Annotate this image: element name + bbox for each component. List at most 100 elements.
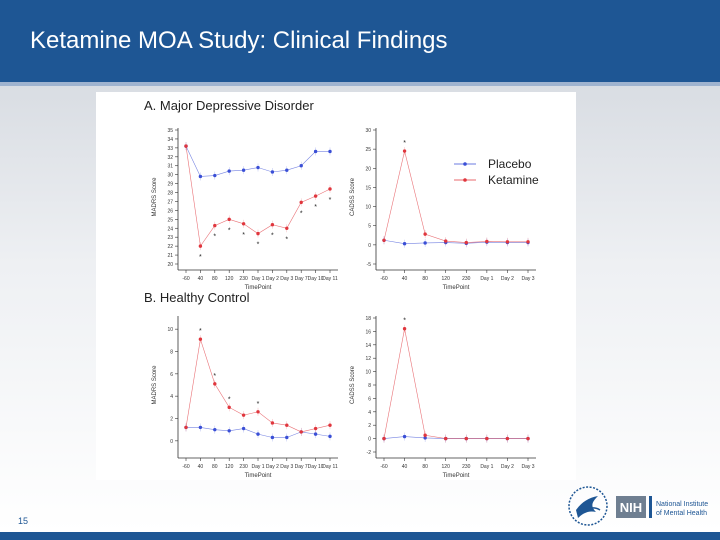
x-tick-label: 40 (402, 276, 408, 282)
data-point-placebo (313, 149, 318, 154)
y-tick-label: 16 (365, 329, 371, 335)
y-tick-label: 4 (170, 394, 173, 400)
data-point-ketamine (423, 232, 427, 236)
y-tick-label: 22 (167, 244, 173, 250)
y-tick-label: 0 (170, 439, 173, 445)
y-tick-label: 32 (167, 155, 173, 161)
y-tick-label: 21 (167, 253, 173, 259)
y-tick-label: 2 (170, 417, 173, 423)
data-point-placebo (299, 164, 303, 168)
data-point-ketamine (313, 194, 318, 198)
data-point-ketamine (299, 200, 303, 205)
x-tick-label: Day 3 (521, 276, 534, 282)
data-point-ketamine (328, 187, 332, 191)
series-line-placebo (383, 239, 528, 245)
significance-star: * (257, 401, 260, 408)
y-tick-label: 20 (365, 166, 371, 172)
data-point-ketamine (227, 405, 231, 410)
y-tick-label: 8 (368, 383, 371, 389)
data-point-ketamine (270, 222, 275, 227)
footer-bar (0, 532, 720, 540)
data-point-ketamine (285, 423, 289, 427)
data-point-placebo (328, 149, 332, 154)
x-tick-label: 120 (225, 464, 234, 470)
data-point-ketamine (213, 382, 217, 386)
y-tick-label: 5 (368, 224, 371, 230)
data-point-ketamine (505, 240, 510, 244)
x-axis-label: TimePoint (245, 285, 272, 291)
x-tick-label: 80 (212, 276, 218, 282)
data-point-placebo (285, 435, 289, 440)
x-axis-label: TimePoint (443, 473, 470, 479)
data-point-ketamine (270, 421, 275, 425)
x-axis-label: TimePoint (245, 473, 272, 479)
significance-star: * (403, 140, 406, 147)
legend-label: Placebo (488, 157, 532, 171)
series-line-ketamine (383, 328, 528, 439)
data-point-placebo (227, 429, 231, 433)
x-axis-label: TimePoint (443, 285, 470, 291)
x-tick-label: Day 2 (501, 464, 514, 470)
data-point-placebo (256, 432, 260, 436)
data-point-placebo (241, 426, 246, 431)
data-point-ketamine (241, 222, 246, 226)
y-tick-label: 0 (368, 437, 371, 443)
y-tick-label: 29 (167, 182, 173, 188)
y-tick-label: 4 (368, 410, 371, 416)
data-point-ketamine (526, 240, 530, 244)
x-tick-label: 80 (422, 464, 428, 470)
x-tick-label: 40 (198, 464, 204, 470)
y-tick-label: 27 (167, 199, 173, 205)
x-tick-label: Day 2 (266, 464, 279, 470)
data-point-ketamine (402, 149, 407, 153)
data-point-ketamine (382, 238, 386, 242)
significance-star: * (271, 233, 274, 240)
y-tick-label: 25 (365, 147, 371, 153)
y-tick-label: 14 (365, 343, 371, 349)
y-tick-label: 15 (365, 185, 371, 191)
y-tick-label: -2 (367, 450, 372, 456)
slide-title: Ketamine MOA Study: Clinical Findings (30, 27, 448, 54)
y-tick-label: 26 (167, 208, 173, 214)
data-point-placebo (423, 241, 427, 245)
significance-star: * (213, 373, 216, 380)
data-point-ketamine (526, 436, 530, 441)
nih-badge-text: NIH (620, 500, 642, 515)
data-point-placebo (402, 242, 407, 246)
data-point-placebo (227, 169, 231, 173)
significance-star: * (199, 254, 202, 261)
data-point-placebo (313, 432, 318, 436)
data-point-ketamine (241, 413, 246, 417)
y-axis-label: MADRS Score (152, 177, 158, 217)
x-tick-label: 230 (462, 464, 471, 470)
x-tick-label: 230 (239, 464, 248, 470)
y-axis-label: MADRS Score (152, 365, 158, 405)
x-tick-label: 230 (462, 276, 471, 282)
x-tick-label: Day 1 (251, 464, 264, 470)
x-tick-label: 120 (225, 276, 234, 282)
data-point-ketamine (213, 223, 217, 228)
data-point-ketamine (285, 226, 289, 230)
data-point-ketamine (485, 436, 489, 441)
y-tick-label: 6 (170, 372, 173, 378)
y-tick-label: 25 (167, 217, 173, 223)
data-point-placebo (213, 173, 217, 178)
data-point-ketamine (444, 436, 448, 441)
y-axis-label: CADSS Score (350, 177, 356, 216)
x-tick-label: 120 (442, 276, 451, 282)
data-point-ketamine (227, 217, 231, 222)
x-tick-label: Day 1 (480, 464, 493, 470)
data-point-placebo (198, 425, 203, 430)
data-point-ketamine (444, 239, 448, 243)
y-tick-label: 24 (167, 226, 173, 232)
significance-star: * (199, 328, 202, 335)
data-point-placebo (285, 168, 289, 172)
data-point-placebo (256, 165, 260, 170)
data-point-placebo (198, 174, 203, 179)
data-point-ketamine (299, 430, 303, 434)
series-line-placebo (185, 145, 330, 177)
header-divider (0, 82, 720, 86)
x-tick-label: 80 (212, 464, 218, 470)
x-tick-label: Day 3 (280, 276, 293, 282)
